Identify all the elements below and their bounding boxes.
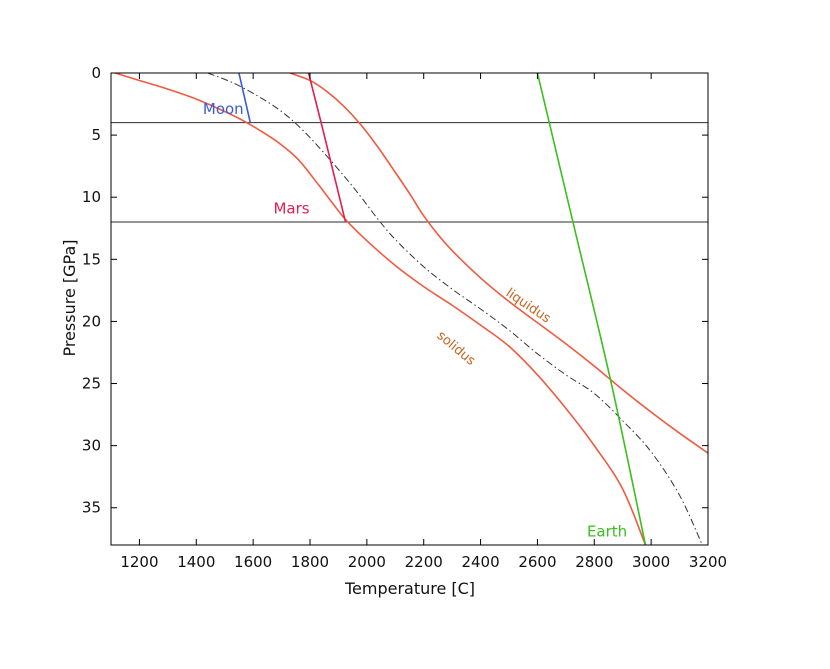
x-tick-label: 2800 xyxy=(575,553,613,571)
y-tick-label: 15 xyxy=(82,250,101,268)
y-tick-label: 5 xyxy=(91,126,101,144)
y-tick-label: 35 xyxy=(82,499,101,517)
x-axis-label: Temperature [C] xyxy=(344,579,475,598)
x-tick-label: 2400 xyxy=(461,553,499,571)
y-tick-label: 0 xyxy=(91,64,101,82)
liquidus-curve xyxy=(289,73,708,454)
x-tick-label: 2600 xyxy=(518,553,556,571)
y-axis-label: Pressure [GPa] xyxy=(60,239,79,356)
x-tick-label: 1200 xyxy=(120,553,158,571)
x-tick-label: 1800 xyxy=(291,553,329,571)
adiabat-curve xyxy=(207,73,703,545)
mars-curve xyxy=(307,73,347,223)
plot-frame xyxy=(110,72,709,546)
moon-curve xyxy=(238,73,252,123)
x-tick-label: 3000 xyxy=(632,553,670,571)
x-tick-label: 3200 xyxy=(689,553,727,571)
mars-label: Mars xyxy=(273,199,309,217)
plot-area xyxy=(111,73,708,545)
earth-curve xyxy=(536,73,647,545)
moon-label: Moon xyxy=(203,100,244,118)
y-tick-label: 10 xyxy=(82,188,101,206)
y-tick-label: 20 xyxy=(82,312,101,330)
x-tick-label: 1600 xyxy=(234,553,272,571)
x-tick-label: 2200 xyxy=(405,553,443,571)
y-tick-label: 25 xyxy=(82,375,101,393)
x-tick-label: 2000 xyxy=(348,553,386,571)
earth-label: Earth xyxy=(587,522,627,540)
x-tick-label: 1400 xyxy=(177,553,215,571)
y-tick-label: 30 xyxy=(82,437,101,455)
